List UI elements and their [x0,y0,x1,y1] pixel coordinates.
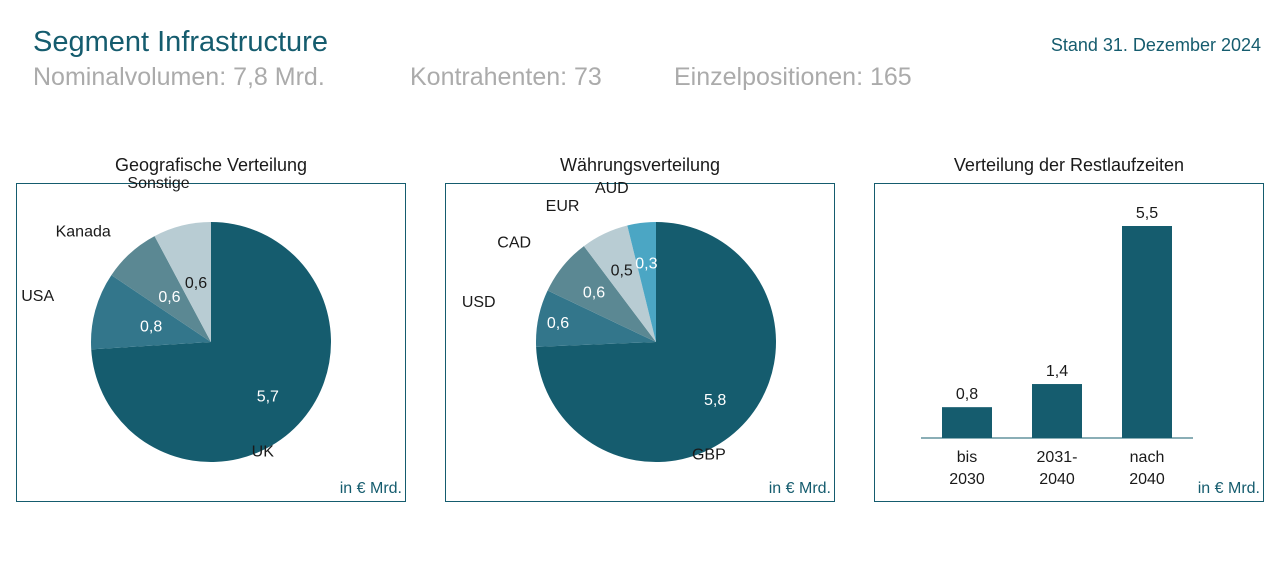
maturity-unit-label: in € Mrd. [1197,480,1260,497]
slice-label-sonstige: Sonstige [127,175,189,192]
maturity-chart-title: Verteilung der Restlaufzeiten [953,155,1185,175]
slice-value-uk: 5,7 [257,388,279,405]
pie-slice-sonstige [154,222,211,342]
slice-label-kanada: Kanada [56,224,111,241]
pie-slice-uk [91,222,331,463]
slice-value-kanada: 0,6 [158,289,180,306]
pie-slice-kanada [111,236,211,342]
currency-unit-label: in € Mrd. [768,480,831,497]
bar-category-1-line-0: 2031- [1037,449,1078,466]
slice-value-aud: 0,3 [635,256,657,273]
bar-category-0-line-1: 2030 [949,471,985,488]
slice-label-cad: CAD [497,234,531,251]
geo-chart-panel: 5,7 UK 0,8 USA 0,6 Kanada 0,6 Sonstige in € Mrd… [16,175,406,502]
pie-slice-gbp [536,222,776,462]
bar-value-0: 0,8 [956,386,978,403]
bar-category-0-line-0: bis [957,449,977,466]
page-title: Segment Infrastructure [33,26,328,58]
pie-slice-usd [536,290,656,347]
pie-slice-eur [583,225,656,342]
bar-value-2: 5,5 [1136,205,1158,222]
slice-label-uk: UK [252,443,275,460]
slice-label-eur: EUR [546,198,580,215]
bar-value-1: 1,4 [1046,363,1068,380]
slice-label-gbp: GBP [692,446,726,463]
maturity-chart-panel: 0,8 bis 2030 1,4 2031- 2040 5,5 nach 2040 in € M… [874,183,1264,502]
geo-unit-label: in € Mrd. [339,480,402,497]
pie-slice-usa [91,275,211,350]
bar-1 [1032,384,1082,438]
currency-pie-chart: 5,8 GBP 0,6 USD 0,6 CAD 0,5 EUR 0,3 AUD [462,180,776,463]
pie-slice-cad [547,246,656,342]
nominal-volume: Nominalvolumen: 7,8 Mrd. [33,63,325,91]
geo-pie-chart: 5,7 UK 0,8 USA 0,6 Kanada 0,6 Sonstige [21,175,331,463]
slice-label-usa: USA [21,288,54,305]
bar-category-2-line-0: nach [1130,449,1165,466]
slice-label-usd: USD [462,294,496,311]
pie-slice-aud [627,222,656,342]
bar-2 [1122,226,1172,438]
currency-chart-title: Währungsverteilung [559,155,721,175]
slice-value-sonstige: 0,6 [185,275,207,292]
bar-category-1-line-1: 2040 [1039,471,1075,488]
currency-chart-panel: 5,8 GBP 0,6 USD 0,6 CAD 0,5 EUR 0,3 AUD in € Mrd. [445,180,835,502]
slice-value-gbp: 5,8 [704,392,726,409]
slice-value-usa: 0,8 [140,319,162,336]
bar-category-2-line-1: 2040 [1129,471,1165,488]
single-positions: Einzelpositionen: 165 [674,63,912,91]
slice-value-eur: 0,5 [611,263,633,280]
counterparties: Kontrahenten: 73 [410,63,602,91]
geo-chart-title: Geografische Verteilung [114,155,308,175]
maturity-bar-chart: 0,8 bis 2030 1,4 2031- 2040 5,5 nach 2040 [921,205,1193,488]
date-label: Stand 31. Dezember 2024 [1050,35,1261,55]
slice-value-usd: 0,6 [547,315,569,332]
slice-value-cad: 0,6 [583,284,605,301]
bar-0 [942,407,992,438]
slice-label-aud: AUD [595,180,629,197]
